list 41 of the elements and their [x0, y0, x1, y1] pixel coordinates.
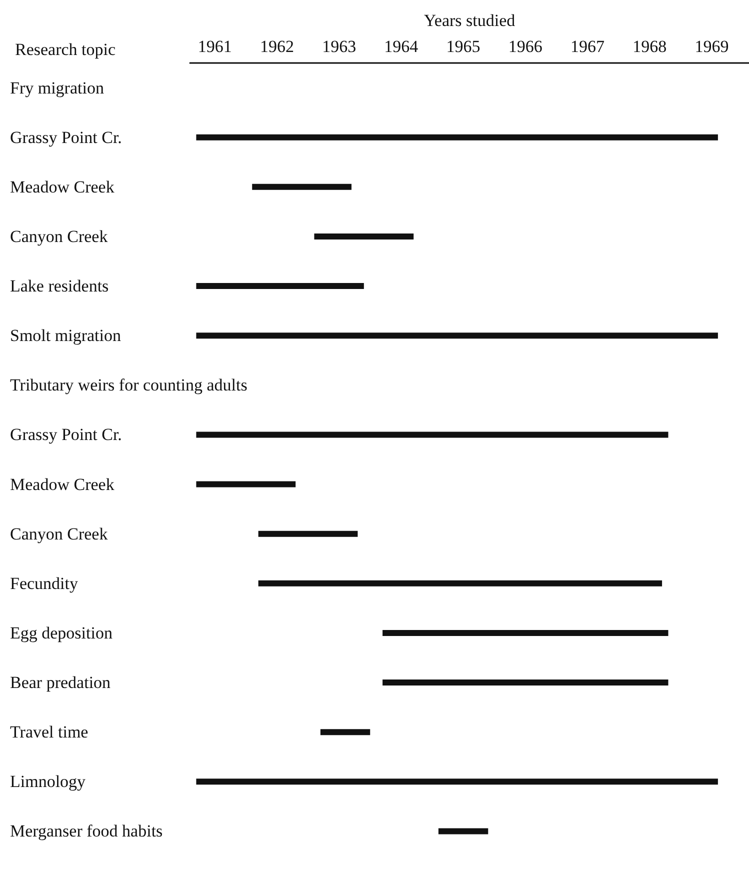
y-axis-title: Research topic [15, 40, 116, 59]
y-tick-label: Bear predation [10, 673, 112, 692]
bar [196, 432, 668, 438]
x-tick-label: 1967 [570, 37, 606, 56]
y-tick-label: Tributary weirs for counting adults [10, 376, 248, 395]
bar [196, 332, 718, 339]
y-tick-label: Travel time [10, 722, 88, 742]
bar [196, 283, 364, 290]
y-tick-label: Fecundity [10, 574, 78, 593]
y-tick-label: Grassy Point Cr. [10, 128, 122, 147]
x-tick-label: 1964 [384, 37, 419, 56]
y-tick-label: Egg deposition [10, 623, 113, 642]
bar [196, 778, 718, 785]
x-tick-label: 1961 [198, 37, 232, 56]
bar [196, 134, 718, 140]
x-tick-label: 1962 [260, 37, 294, 56]
y-tick-label: Canyon Creek [10, 524, 108, 544]
x-tick-label: 1969 [694, 37, 729, 56]
y-tick-label: Fry migration [10, 78, 104, 98]
bar [252, 184, 352, 190]
x-axis-title: Years studied [424, 11, 516, 30]
y-tick-label: Canyon Creek [10, 226, 108, 246]
bar [438, 828, 488, 834]
bar [314, 233, 414, 240]
y-tick-label: Grassy Point Cr. [10, 425, 122, 444]
y-tick-label: Meadow Creek [10, 474, 115, 494]
bar [382, 630, 668, 636]
y-tick-label: Limnology [10, 772, 86, 792]
x-tick-label: 1966 [508, 37, 542, 56]
y-tick-label: Merganser food habits [10, 822, 163, 841]
bar [382, 680, 668, 686]
x-tick-label: 1965 [446, 37, 480, 56]
y-tick-label: Smolt migration [10, 326, 122, 346]
bar [320, 729, 370, 736]
bar [258, 530, 358, 537]
x-tick-label: 1968 [632, 37, 667, 56]
bar [196, 481, 296, 488]
x-tick-label: 1963 [322, 37, 356, 56]
y-tick-label: Meadow Creek [10, 177, 115, 196]
y-tick-label: Lake residents [10, 276, 109, 296]
bar [258, 580, 662, 586]
